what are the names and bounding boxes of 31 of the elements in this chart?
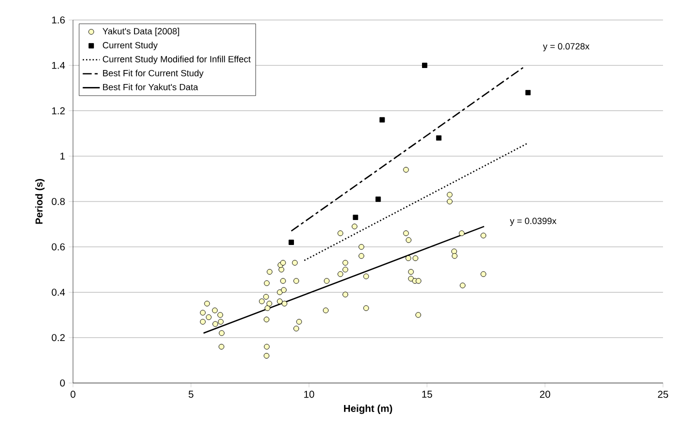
y-tick-label: 0.8 — [52, 198, 65, 206]
x-tick-label: 25 — [658, 390, 668, 398]
y-tick-label: 1.2 — [52, 107, 65, 114]
legend-label: Current Study — [102, 42, 158, 50]
y-tick-label: 1.6 — [52, 16, 65, 24]
x-tick-label: 10 — [304, 390, 314, 398]
legend-label: Current Study Modified for Infill Effect — [102, 56, 251, 64]
legend-label: Best Fit for Current Study — [103, 70, 204, 78]
y-tick-label: 0 — [60, 379, 65, 387]
x-tick-label: 5 — [188, 390, 194, 398]
point — [525, 90, 531, 96]
point — [376, 196, 381, 202]
y-tick-label: 0.4 — [52, 288, 65, 296]
point — [288, 240, 294, 245]
point — [436, 135, 442, 141]
y-tick-label: 1 — [60, 152, 65, 160]
y-axis-title: Period (s) — [35, 179, 45, 224]
legend-label: Yakut's Data [2008] — [102, 28, 180, 36]
point — [422, 62, 428, 68]
point — [352, 214, 358, 220]
annotation: y = 0.0728x — [542, 43, 590, 52]
y-tick-label: 0.6 — [52, 243, 65, 250]
annotation: y = 0.0399x — [510, 218, 556, 226]
x-axis-title: Height (m) — [344, 404, 392, 414]
legend-label: Best Fit for Yakut's Data — [103, 84, 198, 90]
x-tick-label: 0 — [70, 390, 76, 398]
y-tick-label: 1.4 — [52, 62, 65, 69]
x-tick-label: 15 — [422, 390, 432, 398]
y-tick-label: 0.2 — [52, 334, 65, 342]
x-tick-label: 20 — [540, 390, 550, 398]
point — [380, 117, 385, 122]
